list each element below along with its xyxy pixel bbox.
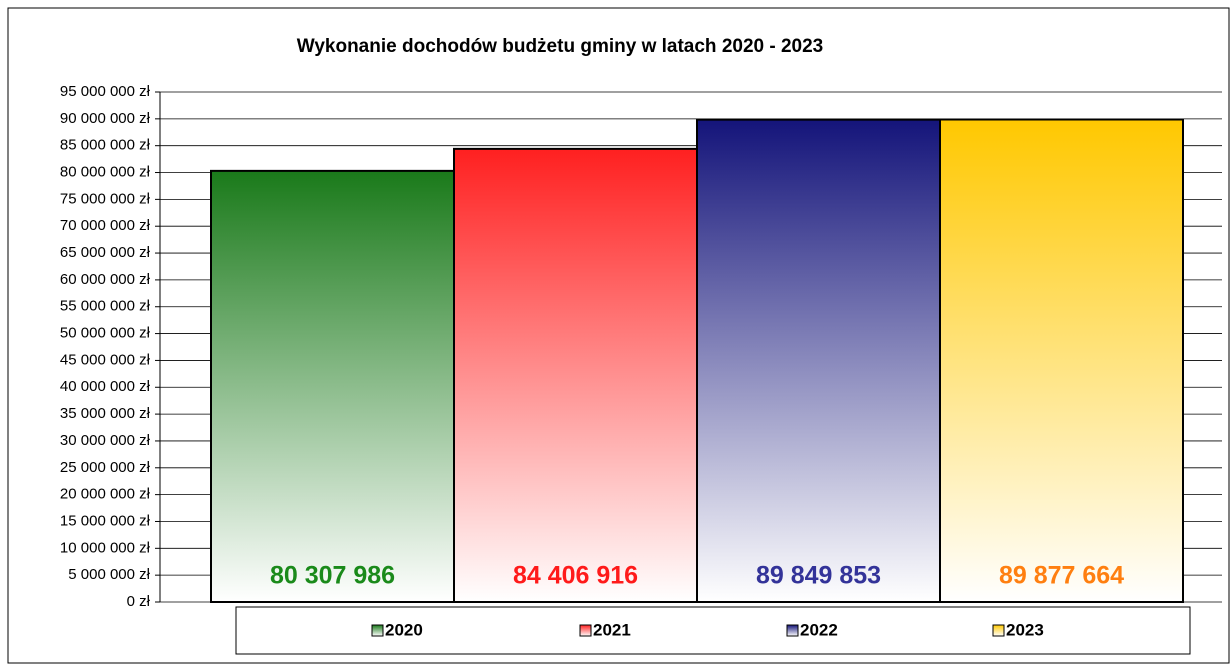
y-tick-label: 55 000 000 zł	[60, 298, 151, 315]
y-tick-label: 10 000 000 zł	[60, 539, 151, 556]
y-tick-label: 50 000 000 zł	[60, 325, 151, 342]
bar	[210, 169, 455, 603]
bar	[939, 118, 1184, 603]
legend-label: 2023	[1006, 620, 1044, 639]
y-tick-label: 15 000 000 zł	[60, 512, 151, 529]
y-tick-label: 25 000 000 zł	[60, 459, 151, 476]
bar	[453, 147, 698, 603]
y-tick-label: 80 000 000 zł	[60, 163, 151, 180]
chart-title: Wykonanie dochodów budżetu gminy w latac…	[297, 36, 824, 57]
y-tick-label: 75 000 000 zł	[60, 190, 151, 207]
y-tick-label: 20 000 000 zł	[60, 486, 151, 503]
legend-label: 2020	[385, 620, 423, 639]
legend-label: 2021	[593, 620, 631, 639]
y-tick-label: 70 000 000 zł	[60, 217, 151, 234]
value-label: 80 307 986	[270, 562, 395, 590]
y-tick-label: 45 000 000 zł	[60, 351, 151, 368]
value-label: 84 406 916	[513, 562, 638, 590]
y-tick-label: 85 000 000 zł	[60, 137, 151, 154]
y-tick-label: 90 000 000 zł	[60, 110, 151, 127]
value-label: 89 877 664	[999, 562, 1124, 590]
y-tick-label: 95 000 000 zł	[60, 83, 151, 100]
y-tick-label: 5 000 000 zł	[68, 566, 150, 583]
y-tick-label: 30 000 000 zł	[60, 432, 151, 449]
legend-label: 2022	[800, 620, 838, 639]
legend-box	[235, 606, 1191, 655]
y-tick-label: 40 000 000 zł	[60, 378, 151, 395]
legend-swatch	[371, 624, 384, 637]
legend-swatch	[579, 624, 592, 637]
y-tick-label: 65 000 000 zł	[60, 244, 151, 261]
legend-swatch	[786, 624, 799, 637]
legend-swatch	[992, 624, 1005, 637]
y-tick-label: 60 000 000 zł	[60, 271, 151, 288]
value-label: 89 849 853	[756, 562, 881, 590]
bar	[696, 118, 941, 603]
y-tick-label: 35 000 000 zł	[60, 405, 151, 422]
y-tick-label: 0 zł	[127, 593, 151, 610]
